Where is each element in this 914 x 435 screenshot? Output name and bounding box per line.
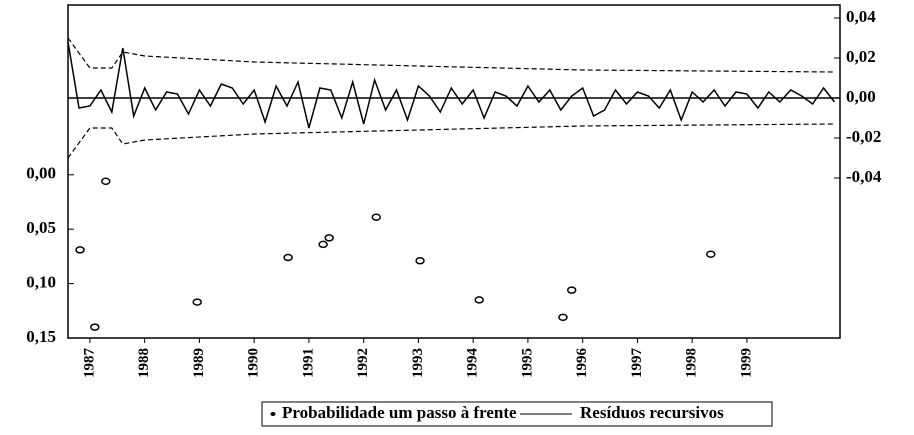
x-tick-label: 1998 [684, 348, 700, 378]
y2-tick-label: 0,02 [846, 47, 876, 66]
x-tick-label: 1988 [136, 348, 152, 378]
confidence-band [67, 123, 835, 159]
y2-tick-label: -0,02 [846, 127, 881, 146]
point [318, 240, 328, 249]
point [324, 234, 334, 242]
x-tick-label: 1996 [574, 348, 590, 379]
point [474, 296, 484, 304]
line [67, 41, 836, 129]
x-tick-label: 1989 [191, 348, 207, 378]
y-tick-label: 0,05 [26, 218, 56, 237]
plot-frame [67, 4, 841, 339]
point [415, 256, 425, 265]
point [558, 313, 568, 322]
point [192, 298, 202, 306]
legend-symbol [270, 412, 276, 416]
x-tick-label: 1999 [738, 348, 754, 378]
point [371, 213, 382, 221]
point [283, 253, 293, 262]
y2-tick-label: 0,00 [846, 87, 876, 106]
point [566, 286, 577, 294]
x-tick-label: 1994 [465, 348, 481, 379]
legend-box [261, 401, 773, 427]
confidence-band [67, 37, 835, 73]
y-tick-label: 0,10 [26, 272, 56, 291]
y2-tick-label: 0,04 [846, 7, 876, 26]
point [90, 323, 100, 331]
point [706, 250, 716, 258]
x-tick-label: 1987 [81, 348, 97, 379]
y-tick-label: 0,00 [26, 164, 56, 183]
x-tick-label: 1990 [246, 348, 262, 378]
x-tick-label: 1997 [629, 348, 645, 379]
point [101, 177, 111, 186]
legend-label: Probabilidade um passo à frente [282, 403, 517, 422]
legend-label: Resíduos recursivos [580, 403, 724, 422]
y2-tick-label: -0,04 [846, 167, 882, 186]
x-tick-label: 1992 [355, 348, 371, 378]
y-tick-label: 0,15 [26, 327, 56, 346]
x-tick-label: 1995 [519, 348, 535, 378]
x-tick-label: 1991 [300, 348, 316, 378]
x-tick-label: 1993 [410, 348, 426, 378]
point [75, 246, 85, 254]
